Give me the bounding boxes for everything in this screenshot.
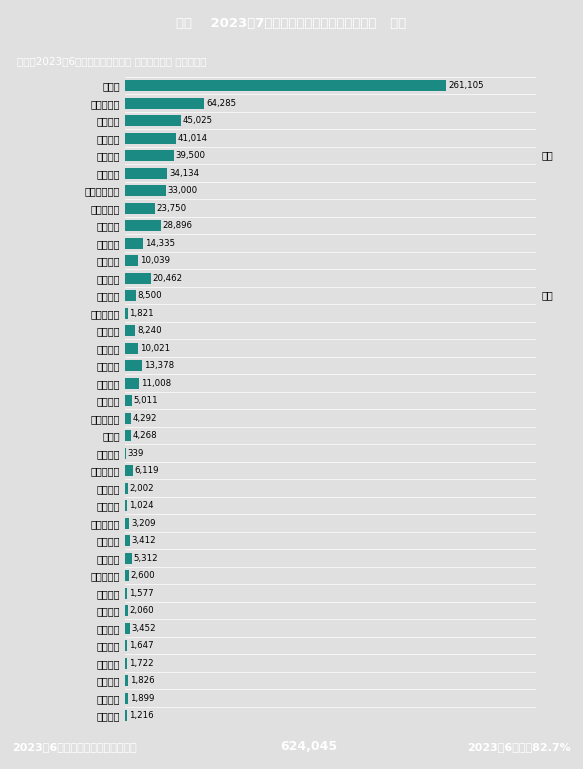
Text: 2,060: 2,060 — [130, 606, 154, 615]
Text: 10,039: 10,039 — [139, 256, 170, 265]
Bar — [125, 535, 129, 546]
Bar — [125, 413, 131, 424]
Text: 预估: 预估 — [541, 291, 553, 301]
Text: 5,312: 5,312 — [134, 554, 159, 563]
Text: 8,240: 8,240 — [138, 326, 162, 335]
Text: 1,024: 1,024 — [128, 501, 153, 510]
Text: 34,134: 34,134 — [169, 168, 199, 178]
Text: 23,750: 23,750 — [156, 204, 187, 213]
Bar — [125, 115, 181, 126]
Bar — [125, 150, 174, 161]
Bar — [125, 693, 128, 704]
Bar — [125, 588, 127, 598]
Text: 45,025: 45,025 — [182, 116, 213, 125]
Bar — [125, 203, 154, 214]
Bar — [125, 378, 139, 388]
Text: 339: 339 — [128, 448, 144, 458]
Text: 14,335: 14,335 — [145, 238, 175, 248]
Bar — [125, 465, 133, 476]
Bar — [125, 308, 128, 318]
Text: 39,500: 39,500 — [176, 151, 206, 160]
Text: 3,209: 3,209 — [131, 518, 156, 528]
Text: 2023年6月万辆以上企业本月合计：: 2023年6月万辆以上企业本月合计： — [12, 741, 136, 752]
Text: 2,002: 2,002 — [130, 484, 154, 493]
Text: 41,014: 41,014 — [178, 134, 208, 143]
Text: 6,119: 6,119 — [135, 466, 159, 475]
Bar — [125, 273, 150, 284]
Text: 注：按2023年6月乘联会批发量排序 含乘联会预估 非最终排名: 注：按2023年6月乘联会批发量排序 含乘联会预估 非最终排名 — [17, 56, 207, 67]
Bar — [125, 168, 167, 178]
Bar — [125, 675, 128, 686]
Bar — [125, 290, 136, 301]
Text: 3,452: 3,452 — [132, 624, 156, 633]
Text: 1,722: 1,722 — [129, 658, 154, 667]
Bar — [125, 430, 131, 441]
Bar — [125, 623, 129, 634]
Text: 1,899: 1,899 — [129, 694, 154, 703]
Bar — [125, 711, 127, 721]
Text: 2,600: 2,600 — [131, 571, 155, 580]
Bar — [125, 395, 132, 406]
Bar — [125, 325, 135, 336]
Bar — [125, 220, 161, 231]
Bar — [125, 255, 138, 266]
Text: 20,462: 20,462 — [152, 274, 182, 283]
Text: 13,378: 13,378 — [144, 361, 174, 370]
Text: 4,292: 4,292 — [132, 414, 157, 423]
Text: 4,268: 4,268 — [132, 431, 157, 440]
Bar — [125, 518, 129, 528]
Text: 33,000: 33,000 — [168, 186, 198, 195]
Bar — [125, 500, 127, 511]
Bar — [125, 571, 128, 581]
Text: 28,896: 28,896 — [163, 221, 193, 230]
Text: 8,500: 8,500 — [138, 291, 162, 300]
Bar — [125, 133, 176, 144]
Bar — [125, 641, 127, 651]
Bar — [125, 80, 447, 91]
Bar — [125, 605, 128, 616]
Text: 企业    2023年7月新能源乘用车批发销量（辆）   备注: 企业 2023年7月新能源乘用车批发销量（辆） 备注 — [177, 17, 406, 29]
Bar — [125, 238, 143, 248]
Text: 1,216: 1,216 — [129, 711, 153, 720]
Text: 1,577: 1,577 — [129, 588, 154, 598]
Bar — [125, 553, 132, 564]
Text: 2023年6月占比82.7%: 2023年6月占比82.7% — [468, 741, 571, 752]
Text: 5,011: 5,011 — [134, 396, 158, 405]
Text: 624,045: 624,045 — [280, 741, 338, 753]
Text: 预估: 预估 — [541, 151, 553, 161]
Text: 10,021: 10,021 — [139, 344, 170, 353]
Text: 3,412: 3,412 — [132, 536, 156, 545]
Bar — [125, 185, 166, 196]
Bar — [125, 98, 205, 108]
Bar — [125, 657, 128, 668]
Text: 1,826: 1,826 — [129, 676, 154, 685]
Text: 64,285: 64,285 — [206, 98, 237, 108]
Text: 261,105: 261,105 — [448, 82, 484, 90]
Text: 11,008: 11,008 — [141, 378, 171, 388]
Text: 1,647: 1,647 — [129, 641, 154, 650]
Bar — [125, 360, 142, 371]
Text: 1,821: 1,821 — [129, 308, 154, 318]
Bar — [125, 483, 128, 494]
Bar — [125, 343, 138, 354]
